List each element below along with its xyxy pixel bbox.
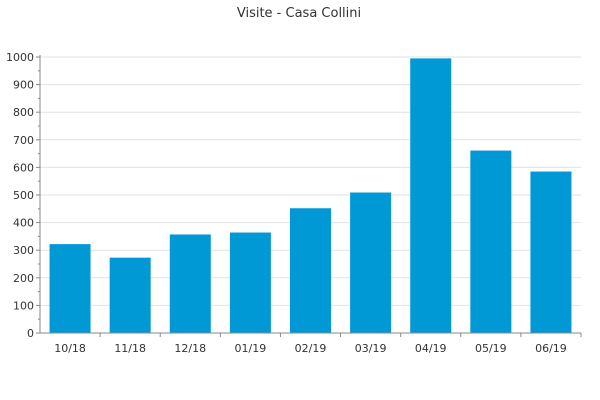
x-tick-label: 11/18 — [114, 342, 146, 355]
x-tick-label: 03/19 — [355, 342, 387, 355]
bar-01/19 — [229, 232, 271, 333]
bar-04/19 — [410, 58, 452, 333]
y-tick-label: 100 — [13, 299, 34, 312]
bar-03/19 — [350, 192, 392, 333]
y-tick-label: 400 — [13, 217, 34, 230]
y-tick-label: 800 — [13, 106, 34, 119]
x-tick-label: 02/19 — [295, 342, 327, 355]
y-tick-label: 900 — [13, 79, 34, 92]
y-tick-label: 300 — [13, 244, 34, 257]
bar-10/18 — [49, 244, 91, 333]
y-tick-labels: 0 100 200 300 400 500 600 700 800 900 1000 — [6, 51, 34, 340]
x-tick-labels: 10/18 11/18 12/18 01/19 02/19 03/19 04/19 05/19… — [54, 342, 567, 355]
x-tick-label: 10/18 — [54, 342, 86, 355]
y-tick-label: 500 — [13, 189, 34, 202]
bar-11/18 — [109, 257, 151, 333]
y-tick-label: 700 — [13, 134, 34, 147]
bars — [49, 58, 572, 333]
x-tick-label: 01/19 — [235, 342, 267, 355]
bar-06/19 — [530, 171, 572, 333]
x-tick-label: 06/19 — [535, 342, 567, 355]
y-tick-label: 600 — [13, 161, 34, 174]
y-tick-label: 1000 — [6, 51, 34, 64]
y-tick-label: 200 — [13, 272, 34, 285]
axes — [36, 55, 582, 337]
bar-12/18 — [169, 234, 211, 333]
bar-02/19 — [290, 208, 331, 333]
x-tick-label: 05/19 — [475, 342, 507, 355]
x-tick-label: 12/18 — [174, 342, 206, 355]
bar-05/19 — [470, 150, 512, 333]
chart-title: Visite - Casa Collini — [237, 6, 361, 21]
y-tick-label: 0 — [27, 327, 34, 340]
x-tick-label: 04/19 — [415, 342, 447, 355]
